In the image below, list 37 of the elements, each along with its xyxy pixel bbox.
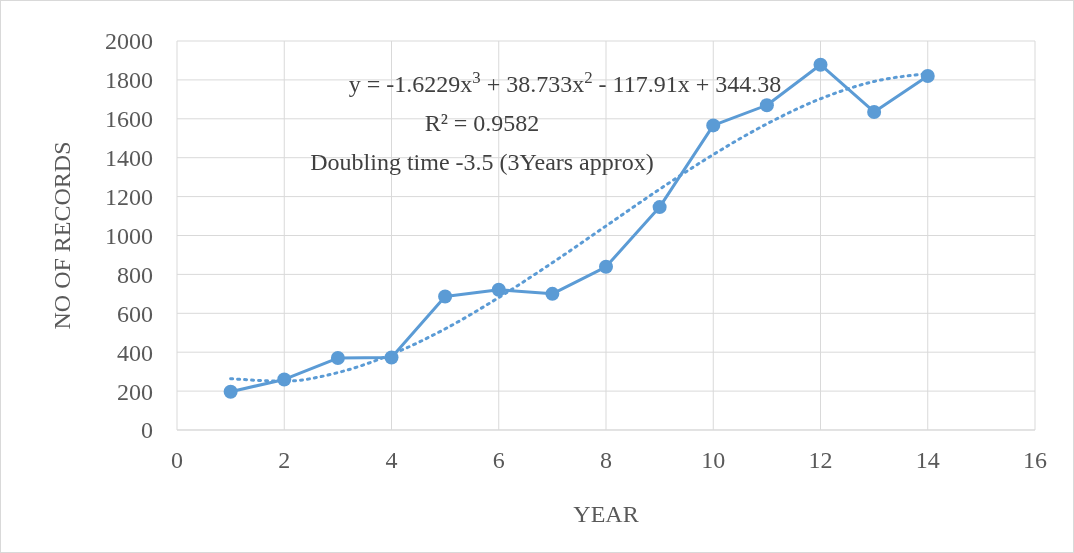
point [920,69,935,84]
y-tick-label: 400 [117,339,153,366]
x-tick-label: 2 [278,447,291,473]
annotation: R² = 0.9582 [424,110,540,136]
point [223,384,238,399]
y-axis-title: NO OF RECORDS [49,141,75,330]
y-tick-label: 200 [117,378,153,405]
y-tick-label: 1800 [105,67,153,94]
point [706,118,721,133]
point [759,98,774,113]
point [545,286,560,301]
annotation: y = -1.6229x$^{3}$ + 38.733x$^{2}$ - 117.91x + 344.38 [348,67,782,97]
y-tick-label: 800 [117,261,153,288]
point [330,351,345,366]
y-tick-label: 0 [141,417,153,444]
y-tick-label: 1400 [105,145,153,172]
x-tick-label: 10 [701,447,726,473]
y-tick-label: 1600 [105,106,153,133]
x-axis-title: YEAR [573,501,639,527]
x-tick-label: 14 [915,447,940,473]
x-tick-label: 12 [808,447,833,473]
y-tick-label: 2000 [105,28,153,55]
x-tick-label: 8 [600,447,612,473]
point [652,200,667,215]
point [813,57,828,72]
point [867,104,882,119]
annotation: Doubling time -3.5 (3Years approx) [310,149,654,175]
point [599,259,613,274]
x-tick-label: 4 [385,447,398,473]
y-tick-label: 1200 [105,184,153,210]
point [491,282,506,297]
y-tick-label: 1000 [105,222,153,249]
point [438,289,453,304]
x-tick-label: 16 [1023,447,1047,473]
x-tick-label: 6 [492,447,505,473]
y-tick-label: 600 [117,300,153,327]
x-tick-label: 0 [171,447,183,473]
